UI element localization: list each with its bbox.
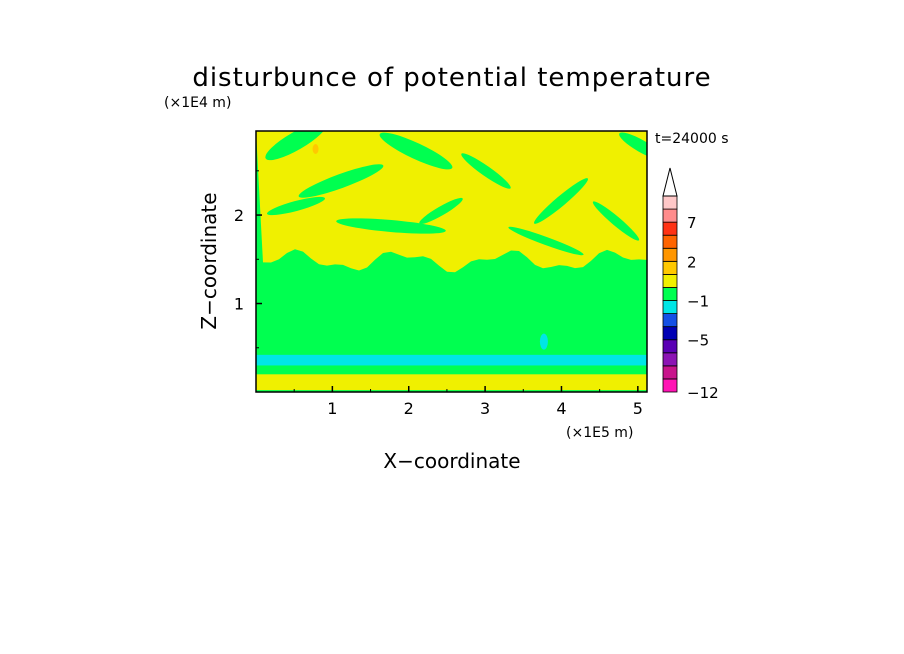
colorbar-segment bbox=[662, 326, 678, 341]
colorbar-tick-label: −5 bbox=[687, 332, 709, 350]
x-tick-label: 2 bbox=[404, 399, 414, 418]
colorbar-segment bbox=[662, 221, 678, 236]
colorbar-segment bbox=[662, 300, 678, 314]
y-tick-label: 1 bbox=[234, 295, 244, 314]
colorbar-segment bbox=[662, 339, 678, 354]
colorbar: −12−5−127 bbox=[662, 167, 719, 402]
field-band-cyan bbox=[256, 354, 647, 366]
field-streak-green bbox=[336, 218, 446, 234]
y-unit-label: (×1E4 m) bbox=[164, 95, 231, 111]
x-tick-label: 5 bbox=[633, 399, 643, 418]
plot-frame bbox=[255, 130, 648, 393]
time-label: t=24000 s bbox=[655, 131, 729, 147]
x-axis: 1 2 3 4 5 bbox=[293, 386, 643, 418]
colorbar-segment bbox=[662, 247, 678, 262]
field-band-yellow-lower bbox=[256, 374, 647, 391]
colorbar-tick-label: −12 bbox=[687, 384, 719, 402]
field-spot-cyan bbox=[539, 333, 548, 350]
field-spot-orange bbox=[312, 144, 319, 154]
contour-field bbox=[256, 131, 647, 392]
colorbar-segment bbox=[662, 287, 678, 301]
field-band-green-bottom bbox=[256, 390, 647, 392]
x-unit-label: (×1E5 m) bbox=[566, 425, 633, 441]
field-streak-green bbox=[298, 164, 384, 198]
field-streak-green bbox=[533, 178, 589, 224]
colorbar-tick-label: 7 bbox=[687, 214, 697, 232]
colorbar-segment bbox=[662, 273, 678, 288]
field-streak-green bbox=[266, 196, 326, 216]
field-streak-green bbox=[619, 132, 647, 160]
colorbar-segment bbox=[662, 352, 678, 367]
field-streak-green bbox=[419, 197, 463, 225]
colorbar-segment bbox=[662, 195, 678, 210]
colorbar-segment bbox=[662, 378, 678, 393]
y-tick-label: 2 bbox=[234, 206, 244, 225]
colorbar-extend-arrow bbox=[662, 167, 678, 197]
field-streak-green bbox=[379, 132, 453, 170]
colorbar-segment bbox=[662, 260, 678, 275]
x-tick-label: 3 bbox=[480, 399, 490, 418]
x-tick-label: 1 bbox=[327, 399, 337, 418]
x-tick-label: 4 bbox=[556, 399, 566, 418]
chart-title: disturbunce of potential temperature bbox=[192, 63, 711, 93]
colorbar-tick-label: −1 bbox=[687, 293, 709, 311]
field-streak-green bbox=[508, 226, 584, 256]
colorbar-segment bbox=[662, 365, 678, 380]
field-streak-green bbox=[461, 153, 511, 189]
colorbar-segment bbox=[662, 234, 678, 249]
x-axis-label: X−coordinate bbox=[383, 449, 520, 473]
field-streak-green bbox=[592, 201, 640, 241]
colorbar-segment bbox=[662, 208, 678, 223]
colorbar-segment bbox=[662, 313, 678, 328]
colorbar-tick-label: 2 bbox=[687, 253, 697, 271]
y-axis: 12 bbox=[234, 170, 262, 349]
y-axis-label: Z−coordinate bbox=[197, 192, 221, 329]
